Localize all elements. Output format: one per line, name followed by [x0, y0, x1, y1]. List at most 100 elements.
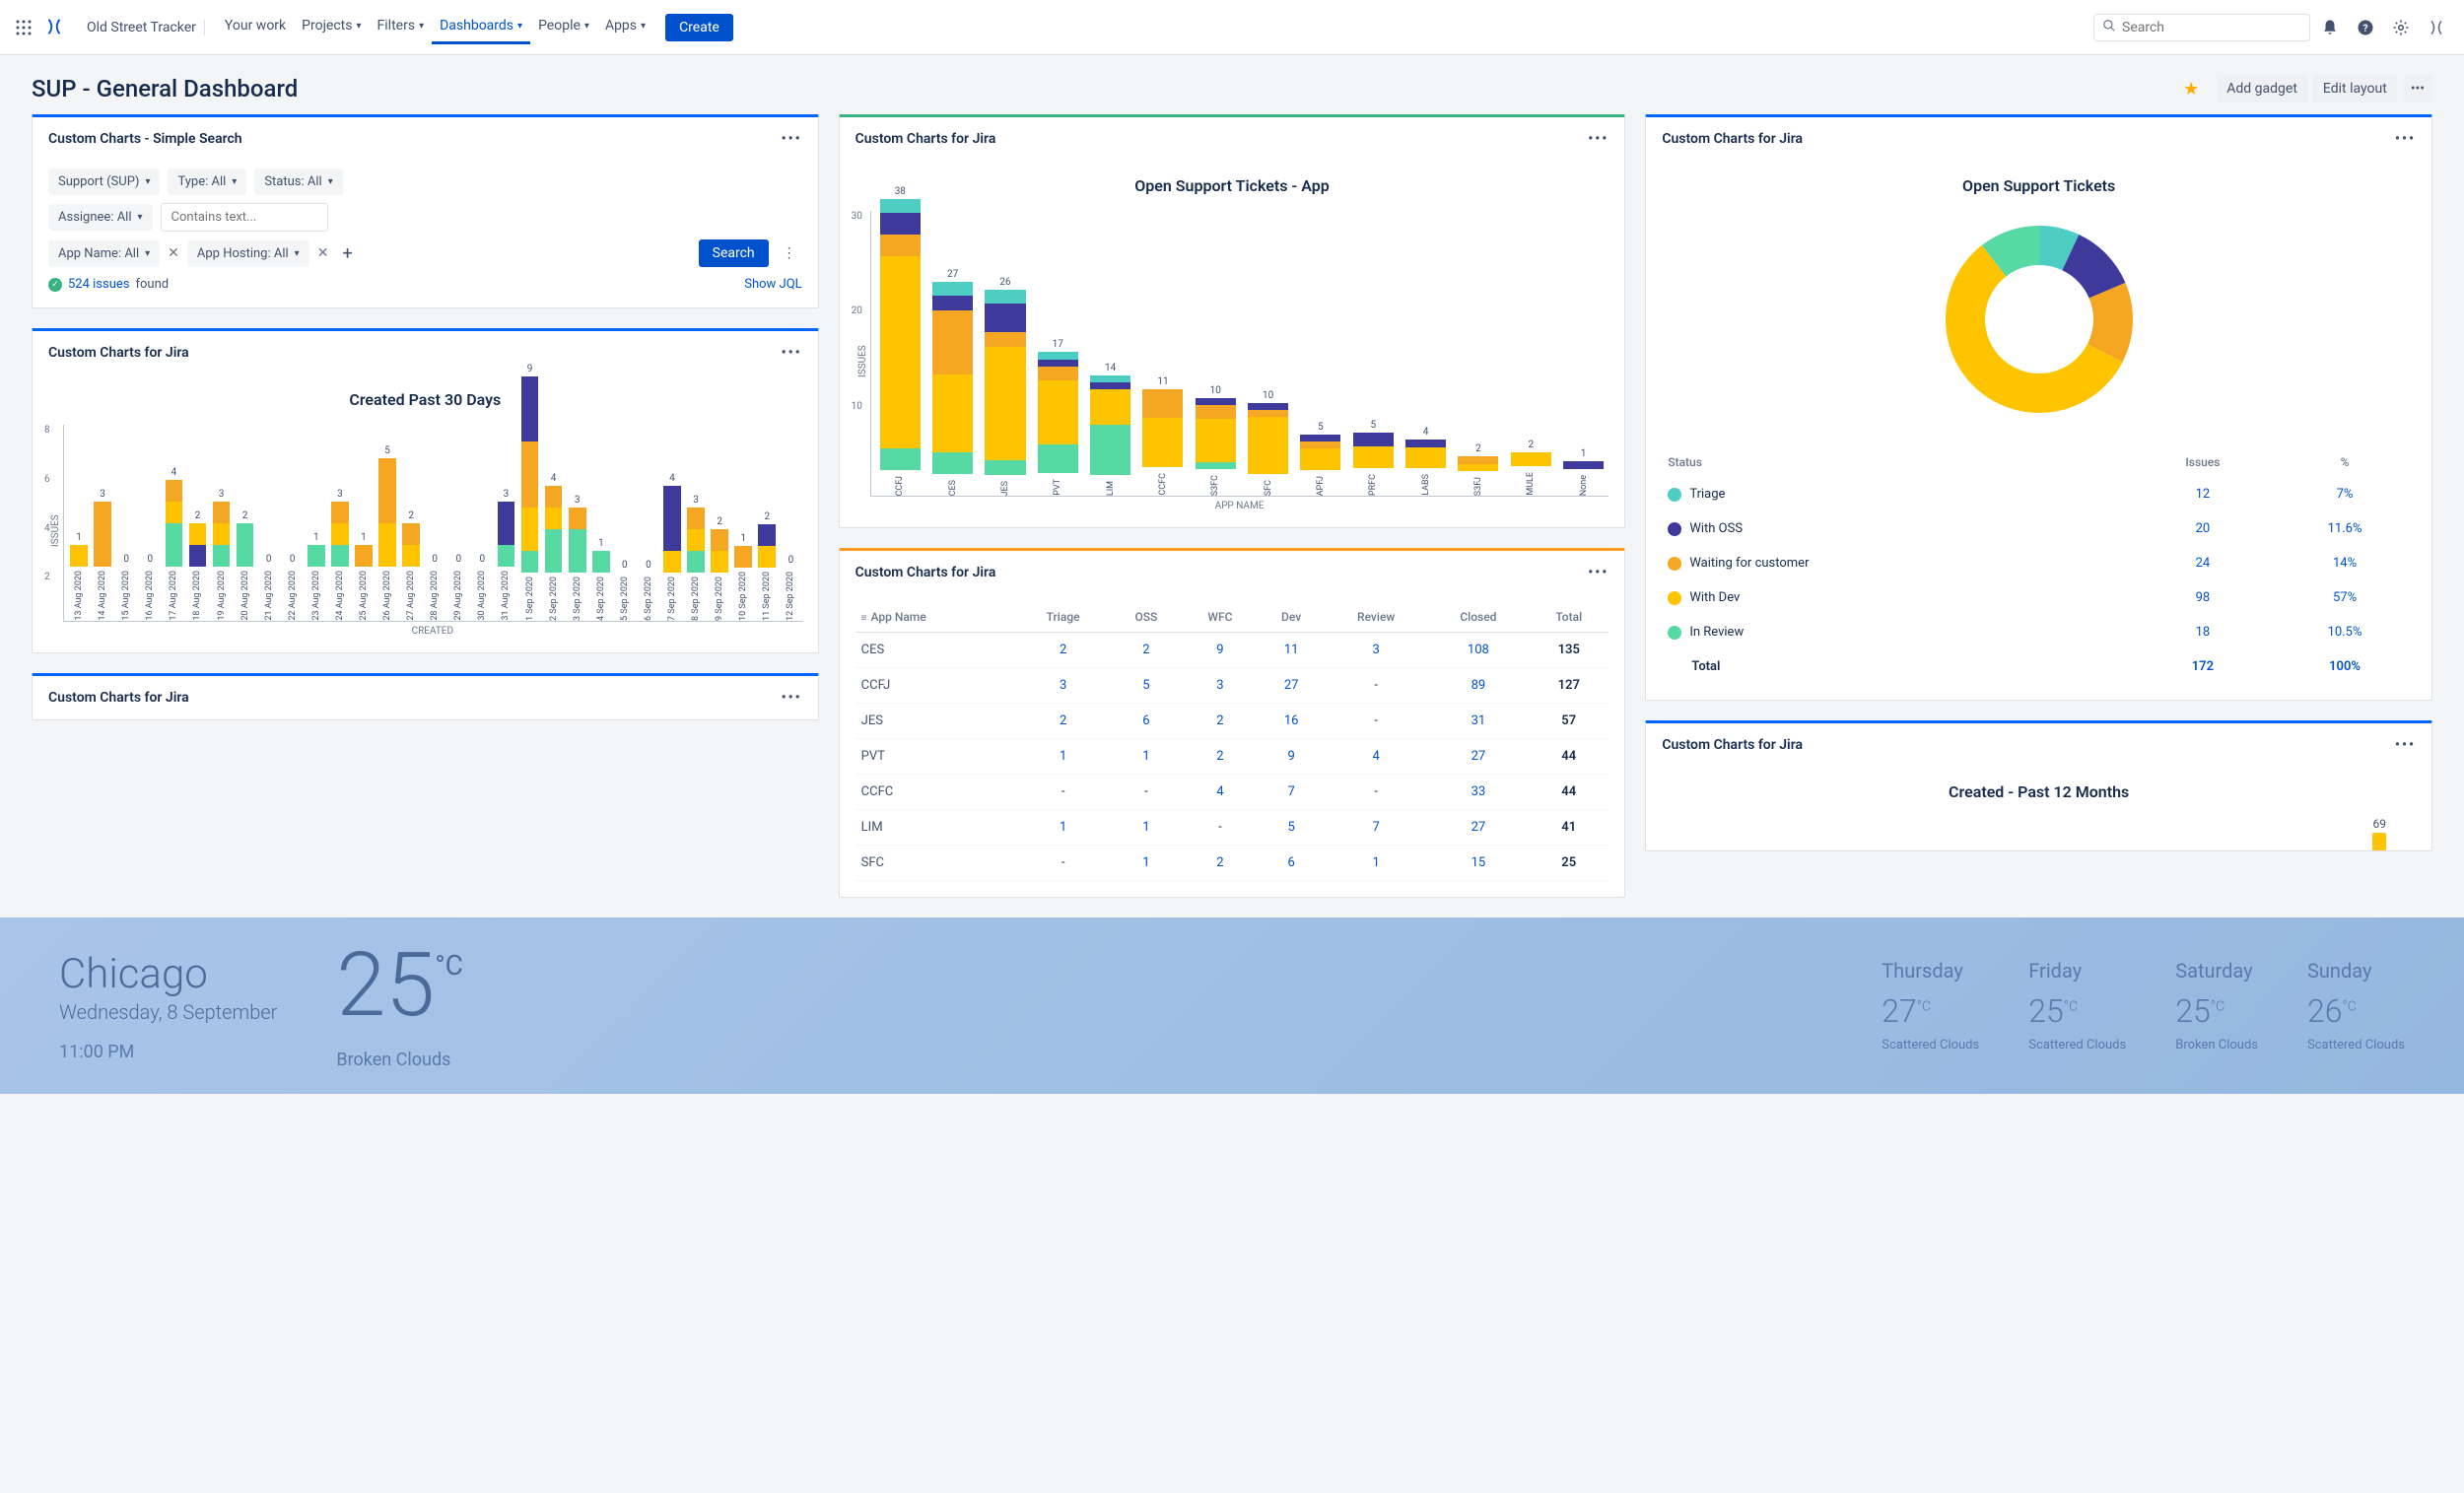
- bar-segment[interactable]: [1300, 441, 1340, 448]
- filter-assignee[interactable]: Assignee: All▾: [48, 204, 153, 231]
- legend-value[interactable]: 20: [2132, 511, 2274, 546]
- card-more-icon[interactable]: •••: [782, 131, 802, 147]
- bar-segment[interactable]: [985, 290, 1025, 304]
- add-filter-icon[interactable]: +: [336, 243, 358, 264]
- table-cell[interactable]: 57: [1529, 704, 1608, 739]
- bar-segment[interactable]: [189, 523, 207, 545]
- bar-segment[interactable]: [545, 529, 563, 573]
- legend-value[interactable]: 12: [2132, 477, 2274, 511]
- table-cell[interactable]: 2: [1182, 704, 1258, 739]
- bar-segment[interactable]: [932, 282, 973, 296]
- table-cell[interactable]: 1: [1016, 739, 1111, 775]
- filter-app-hosting[interactable]: App Hosting: All▾: [187, 240, 309, 267]
- bar-segment[interactable]: [1511, 452, 1551, 466]
- table-header[interactable]: OSS: [1111, 602, 1183, 633]
- bar-segment[interactable]: [1142, 389, 1183, 418]
- bar-segment[interactable]: [521, 441, 539, 507]
- bar-segment[interactable]: [213, 545, 231, 567]
- filter-project[interactable]: Support (SUP)▾: [48, 169, 160, 195]
- table-header[interactable]: Total: [1529, 602, 1608, 633]
- bar-segment[interactable]: [1038, 444, 1078, 473]
- bar-segment[interactable]: [880, 199, 921, 213]
- bar-segment[interactable]: [1458, 456, 1498, 463]
- bar-segment[interactable]: [880, 213, 921, 235]
- filter-status[interactable]: Status: All▾: [254, 169, 342, 195]
- search-box[interactable]: [2093, 14, 2310, 41]
- bar-segment[interactable]: [1405, 447, 1446, 469]
- bar-segment[interactable]: [213, 523, 231, 545]
- bar-segment[interactable]: [545, 486, 563, 508]
- table-cell[interactable]: 31: [1428, 704, 1530, 739]
- bar-segment[interactable]: [378, 523, 396, 567]
- bar-segment[interactable]: [592, 551, 610, 573]
- table-header[interactable]: Review: [1325, 602, 1428, 633]
- bar-segment[interactable]: [1038, 360, 1078, 367]
- table-cell[interactable]: 27: [1428, 739, 1530, 775]
- show-jql-link[interactable]: Show JQL: [744, 277, 801, 292]
- bar-segment[interactable]: [1038, 380, 1078, 444]
- card-more-icon[interactable]: •••: [2395, 737, 2416, 753]
- table-cell[interactable]: 44: [1529, 775, 1608, 810]
- bar-segment[interactable]: [166, 502, 183, 523]
- table-cell[interactable]: 27: [1428, 810, 1530, 846]
- table-cell[interactable]: 33: [1428, 775, 1530, 810]
- bar-segment[interactable]: [932, 296, 973, 309]
- bar-segment[interactable]: [1353, 446, 1394, 468]
- profile-icon[interactable]: [2421, 12, 2452, 43]
- table-cell[interactable]: 6: [1259, 846, 1325, 881]
- bar-segment[interactable]: [545, 508, 563, 529]
- nav-item-dashboards[interactable]: Dashboards ▾: [432, 10, 530, 44]
- bar-segment[interactable]: [880, 256, 921, 448]
- bar-segment[interactable]: [237, 523, 254, 567]
- bar-segment[interactable]: [521, 508, 539, 551]
- table-cell[interactable]: 2: [1111, 633, 1183, 668]
- nav-item-your-work[interactable]: Your work: [217, 10, 294, 44]
- table-cell[interactable]: 1: [1111, 739, 1183, 775]
- table-cell[interactable]: 16: [1259, 704, 1325, 739]
- remove-filter-icon[interactable]: ✕: [317, 245, 329, 261]
- star-icon[interactable]: ★: [2183, 79, 2199, 100]
- bar-segment[interactable]: [1090, 382, 1130, 389]
- table-cell[interactable]: 15: [1428, 846, 1530, 881]
- bar-segment[interactable]: [687, 551, 705, 573]
- bar-segment[interactable]: [1353, 433, 1394, 446]
- filter-app-name[interactable]: App Name: All▾: [48, 240, 160, 267]
- bar-segment[interactable]: [166, 523, 183, 567]
- bar-segment[interactable]: [189, 545, 207, 567]
- table-cell[interactable]: 3: [1182, 668, 1258, 704]
- bar-segment[interactable]: [355, 545, 373, 567]
- table-header[interactable]: ≡App Name: [856, 602, 1016, 633]
- bar-segment[interactable]: [94, 502, 111, 567]
- table-cell[interactable]: 108: [1428, 633, 1530, 668]
- bar-segment[interactable]: [1248, 403, 1288, 410]
- bar-segment[interactable]: [166, 480, 183, 502]
- bar-segment[interactable]: [1248, 410, 1288, 417]
- edit-layout-button[interactable]: Edit layout: [2313, 75, 2397, 102]
- bar-segment[interactable]: [569, 529, 586, 573]
- table-cell[interactable]: 2: [1182, 739, 1258, 775]
- bar-segment[interactable]: [687, 508, 705, 529]
- legend-value[interactable]: 98: [2132, 580, 2274, 615]
- card-more-icon[interactable]: •••: [782, 690, 802, 706]
- bar-segment[interactable]: [1196, 398, 1236, 405]
- bar-segment[interactable]: [711, 529, 728, 551]
- search-input[interactable]: [2122, 20, 2301, 35]
- more-menu-icon[interactable]: •••: [2403, 75, 2432, 102]
- filter-type[interactable]: Type: All▾: [168, 169, 246, 195]
- bar-segment[interactable]: [1090, 375, 1130, 382]
- bar-segment[interactable]: [711, 551, 728, 573]
- bar-segment[interactable]: [1405, 440, 1446, 446]
- bar-segment[interactable]: [569, 508, 586, 529]
- bar-segment[interactable]: [70, 545, 88, 567]
- table-cell[interactable]: 9: [1182, 633, 1258, 668]
- bar-segment[interactable]: [331, 502, 349, 523]
- table-cell[interactable]: 127: [1529, 668, 1608, 704]
- search-button[interactable]: Search: [699, 239, 769, 267]
- bar-segment[interactable]: [1563, 461, 1604, 468]
- bar-segment[interactable]: [985, 304, 1025, 332]
- bar-segment[interactable]: [1038, 352, 1078, 359]
- bar-segment[interactable]: [1248, 417, 1288, 474]
- bar-segment[interactable]: [402, 523, 420, 545]
- table-cell[interactable]: 44: [1529, 739, 1608, 775]
- contains-text-input[interactable]: [161, 203, 328, 232]
